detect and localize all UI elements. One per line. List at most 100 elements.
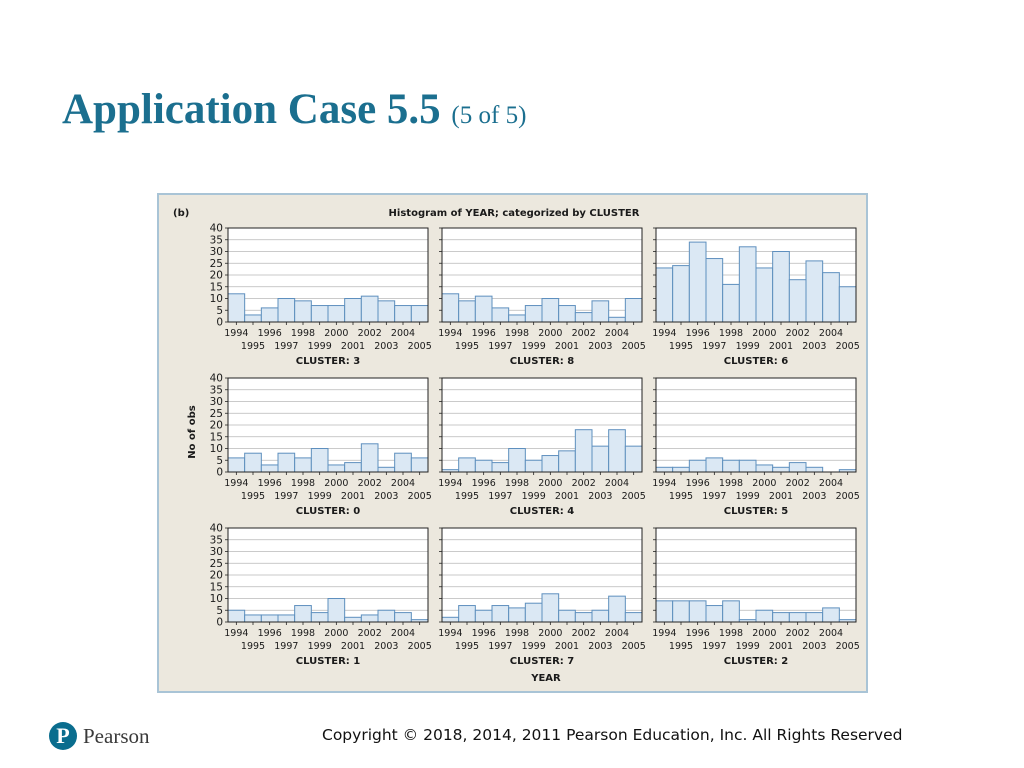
y-tick-label: 35: [210, 234, 223, 246]
plot-border: [655, 527, 857, 623]
x-axis-label: YEAR: [530, 673, 561, 684]
histogram-bar: [755, 609, 774, 623]
panel-cluster-label: CLUSTER: 0: [296, 506, 361, 517]
x-tick-label: 2000: [538, 328, 562, 339]
copyright-notice: Copyright © 2018, 2014, 2011 Pearson Edu…: [322, 726, 903, 744]
x-tick-label: 2001: [769, 641, 793, 652]
x-tick-label: 2005: [622, 641, 646, 652]
plot-border: [227, 527, 429, 623]
histogram-bar: [458, 605, 476, 623]
histogram-bar: [260, 307, 279, 323]
x-tick-label: 1994: [652, 328, 676, 339]
x-tick-label: 1994: [438, 628, 462, 639]
histogram-bar: [227, 457, 246, 473]
x-tick-label: 1998: [505, 478, 529, 489]
x-tick-label: 2003: [374, 341, 398, 352]
y-tick-label: 35: [210, 384, 223, 396]
histogram-bar: [244, 452, 262, 473]
histogram-bar: [574, 312, 593, 323]
y-tick-label: 5: [216, 305, 223, 317]
histogram-bar: [608, 429, 626, 473]
x-tick-label: 2003: [588, 641, 612, 652]
histogram-bar: [705, 258, 724, 323]
x-tick-label: 2001: [555, 341, 579, 352]
x-tick-label: 2003: [802, 641, 826, 652]
panel-cluster-label: CLUSTER: 3: [296, 356, 361, 367]
histogram-bar: [441, 616, 460, 623]
x-tick-label: 1994: [224, 328, 248, 339]
histogram-bar: [394, 305, 412, 323]
histogram-bar: [474, 609, 493, 623]
histogram-bar: [524, 602, 543, 623]
x-tick-label: 2003: [374, 641, 398, 652]
y-tick-label: 25: [210, 258, 223, 270]
histogram-bar: [394, 452, 412, 473]
histogram-bar: [541, 455, 560, 473]
x-tick-label: 1996: [258, 478, 282, 489]
x-tick-label: 1996: [472, 478, 496, 489]
histogram-bar: [360, 614, 379, 623]
x-tick-label: 1999: [308, 491, 332, 502]
x-tick-label: 1995: [455, 641, 479, 652]
x-tick-label: 2005: [836, 641, 860, 652]
histogram-bar: [310, 305, 329, 323]
histogram-bar: [327, 464, 346, 473]
histogram-bar: [655, 267, 674, 323]
x-tick-label: 1995: [455, 491, 479, 502]
x-tick-label: 2003: [588, 491, 612, 502]
x-tick-label: 2004: [391, 478, 415, 489]
x-tick-label: 2004: [605, 328, 629, 339]
x-tick-label: 2002: [572, 328, 596, 339]
histogram-bar: [672, 466, 690, 473]
y-tick-label: 5: [216, 455, 223, 467]
histogram-bar: [574, 612, 593, 623]
histogram-bar: [688, 600, 707, 623]
x-tick-label: 1998: [719, 628, 743, 639]
x-tick-label: 2000: [538, 478, 562, 489]
x-tick-label: 2001: [341, 641, 365, 652]
y-tick-label: 10: [210, 443, 223, 455]
x-tick-label: 2000: [752, 478, 776, 489]
plot-border: [441, 527, 643, 623]
histogram-bar: [755, 464, 774, 473]
histogram-bar: [344, 616, 362, 623]
histogram-bar: [227, 609, 246, 623]
histogram-bar: [260, 464, 279, 473]
x-tick-label: 2004: [391, 328, 415, 339]
x-tick-label: 1995: [241, 491, 265, 502]
panel-cluster-label: CLUSTER: 2: [724, 656, 789, 667]
x-tick-label: 2005: [836, 341, 860, 352]
y-tick-label: 20: [210, 270, 223, 282]
y-tick-label: 30: [210, 546, 223, 558]
y-tick-label: 25: [210, 558, 223, 570]
x-tick-label: 2005: [622, 491, 646, 502]
histogram-bar: [327, 598, 346, 623]
x-tick-label: 2002: [572, 628, 596, 639]
y-tick-label: 30: [210, 396, 223, 408]
x-tick-label: 1996: [686, 628, 710, 639]
histogram-bar: [524, 459, 543, 473]
x-tick-label: 1995: [669, 341, 693, 352]
x-tick-label: 1998: [291, 628, 315, 639]
x-tick-label: 1996: [686, 328, 710, 339]
x-tick-label: 2002: [572, 478, 596, 489]
y-tick-label: 40: [210, 523, 223, 535]
x-tick-label: 1994: [652, 628, 676, 639]
histogram-bar: [377, 609, 396, 623]
x-tick-label: 1999: [736, 341, 760, 352]
y-tick-label: 15: [210, 281, 223, 293]
x-tick-label: 1996: [472, 628, 496, 639]
x-tick-label: 1995: [241, 641, 265, 652]
histogram-figure: (b) Histogram of YEAR; categorized by CLU…: [157, 193, 868, 693]
x-tick-label: 2003: [374, 491, 398, 502]
histogram-bar: [705, 605, 724, 623]
histogram-bar: [491, 307, 510, 323]
histogram-bar: [608, 316, 626, 323]
x-tick-label: 1997: [488, 491, 512, 502]
histogram-bar: [277, 614, 296, 623]
histogram-bar: [788, 462, 807, 473]
x-tick-label: 1999: [736, 641, 760, 652]
histogram-bar: [722, 459, 740, 473]
x-tick-label: 2002: [786, 328, 810, 339]
x-tick-label: 1997: [702, 641, 726, 652]
